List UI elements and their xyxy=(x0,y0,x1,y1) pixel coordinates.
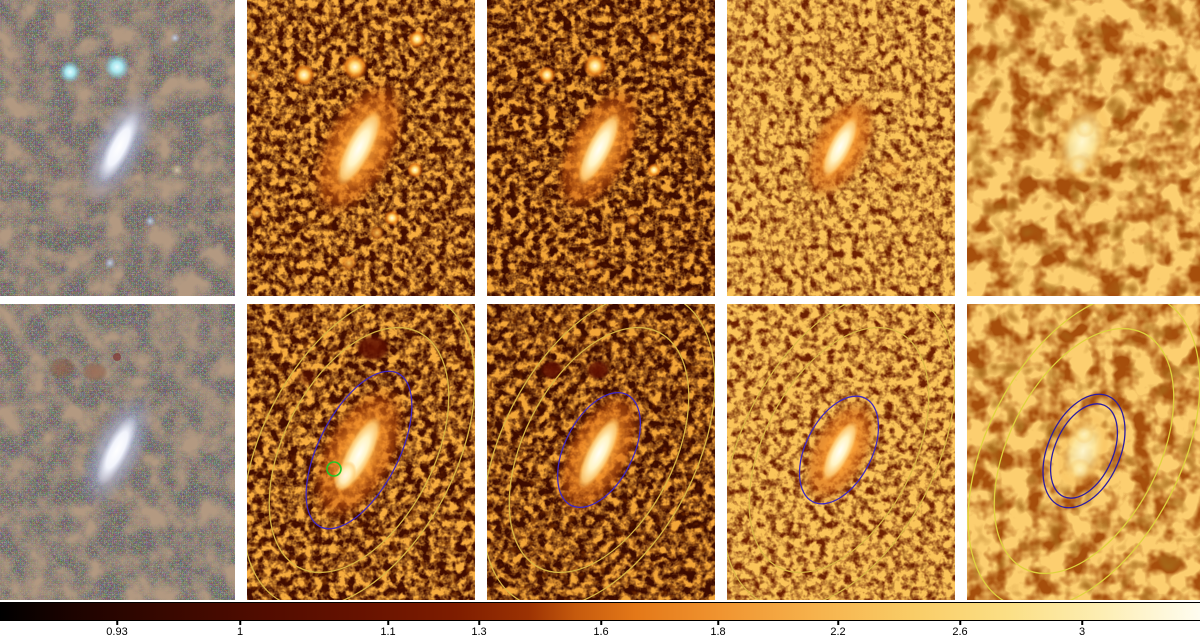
star-source xyxy=(408,30,426,48)
contour-outer-yellow xyxy=(247,304,475,600)
panel-top-band1 xyxy=(247,0,475,296)
panel-top-band2 xyxy=(487,0,715,296)
galaxy-knot xyxy=(1074,424,1094,444)
panel-bottom-band1 xyxy=(247,304,475,600)
colorbar-tickmark xyxy=(387,620,389,625)
galaxy-core xyxy=(97,110,141,184)
faint-source xyxy=(627,214,639,226)
colorbar-tickmark xyxy=(1081,620,1083,625)
star-source xyxy=(583,54,607,78)
contour-blue-inner xyxy=(1049,403,1119,499)
faint-source xyxy=(370,226,384,240)
masked-source-smudge xyxy=(82,362,108,382)
contour-inner-yellow xyxy=(508,326,690,574)
colorbar-gradient xyxy=(0,602,1200,621)
colorbar-tickmark xyxy=(600,620,602,625)
faint-source xyxy=(247,70,259,82)
contour-inner-yellow xyxy=(268,326,450,574)
galaxy-knot xyxy=(1068,458,1092,482)
colorbar-tick-label: 0.93 xyxy=(106,626,128,638)
colorbar-tick-label: 1.1 xyxy=(380,626,396,638)
contour-blue xyxy=(798,395,880,505)
galaxy-core xyxy=(577,112,621,186)
panel-top-band3 xyxy=(727,0,955,296)
colorbar-tick-label: 1.8 xyxy=(710,626,726,638)
panel-bottom-band3 xyxy=(727,304,955,600)
green-aperture-circle xyxy=(326,461,342,477)
star-source xyxy=(342,54,368,80)
masked-source-smudge xyxy=(355,334,391,362)
colorbar-tick-label: 1.6 xyxy=(593,626,609,638)
colorbar-tick-label: 1.3 xyxy=(471,626,487,638)
panel-bottom-band4 xyxy=(967,304,1200,600)
panel-top-band4 xyxy=(967,0,1200,296)
galaxy-core-extension xyxy=(333,461,357,491)
masked-source-smudge xyxy=(297,367,317,387)
masked-source-smudge xyxy=(540,360,564,380)
colorbar-ticks: 0.93 1 1.1 1.3 1.6 1.8 2.2 2.6 3 xyxy=(0,620,1200,644)
colorbar-tick-label: 3 xyxy=(1078,626,1086,638)
colorbar-tickmark xyxy=(837,620,839,625)
colorbar-tick-label: 1 xyxy=(236,626,244,638)
contour-outer-yellow xyxy=(727,304,955,600)
faint-source xyxy=(251,207,263,219)
faint-source xyxy=(876,156,908,180)
galaxy-knot xyxy=(1075,118,1095,138)
galaxy-core xyxy=(577,416,621,490)
galaxy-knot xyxy=(1067,154,1091,178)
faint-star xyxy=(170,33,180,43)
masked-source-smudge xyxy=(48,357,76,379)
faint-star xyxy=(170,163,184,177)
contour-inner-yellow xyxy=(993,327,1175,575)
cyan-source-right xyxy=(104,54,130,80)
colorbar-tickmark xyxy=(239,620,241,625)
faint-star xyxy=(104,257,116,269)
colorbar-tick-label: 2.6 xyxy=(952,626,968,638)
colorbar-tickmark xyxy=(959,620,961,625)
star-source xyxy=(538,66,556,84)
contour-outer-yellow xyxy=(967,304,1200,600)
faint-source xyxy=(407,162,423,178)
star-source xyxy=(293,64,315,86)
faint-source xyxy=(341,255,357,271)
contour-outer-yellow xyxy=(487,304,715,600)
galaxy-core xyxy=(821,116,859,178)
galaxy-core xyxy=(821,420,859,482)
contour-blue xyxy=(305,370,413,530)
galaxy-core xyxy=(95,413,139,487)
galaxy-core xyxy=(336,110,382,186)
panel-bottom-band2 xyxy=(487,304,715,600)
contour-blue xyxy=(556,391,642,509)
panel-top-rgb xyxy=(0,0,235,296)
contour-inner-yellow xyxy=(748,326,930,574)
masked-source-smudge xyxy=(586,360,610,380)
colorbar-tickmark xyxy=(116,620,118,625)
colorbar-tickmark xyxy=(717,620,719,625)
cyan-source-left xyxy=(59,61,81,83)
faint-source xyxy=(384,210,400,226)
colorbar-tickmark xyxy=(478,620,480,625)
faint-source xyxy=(647,163,661,177)
faint-star xyxy=(144,215,156,227)
residual-dot xyxy=(113,353,121,361)
faint-source xyxy=(647,31,661,45)
contour-blue-outer xyxy=(1042,393,1126,509)
colorbar-tick-label: 2.2 xyxy=(830,626,846,638)
panel-bottom-rgb xyxy=(0,304,235,600)
faint-source xyxy=(584,256,598,270)
